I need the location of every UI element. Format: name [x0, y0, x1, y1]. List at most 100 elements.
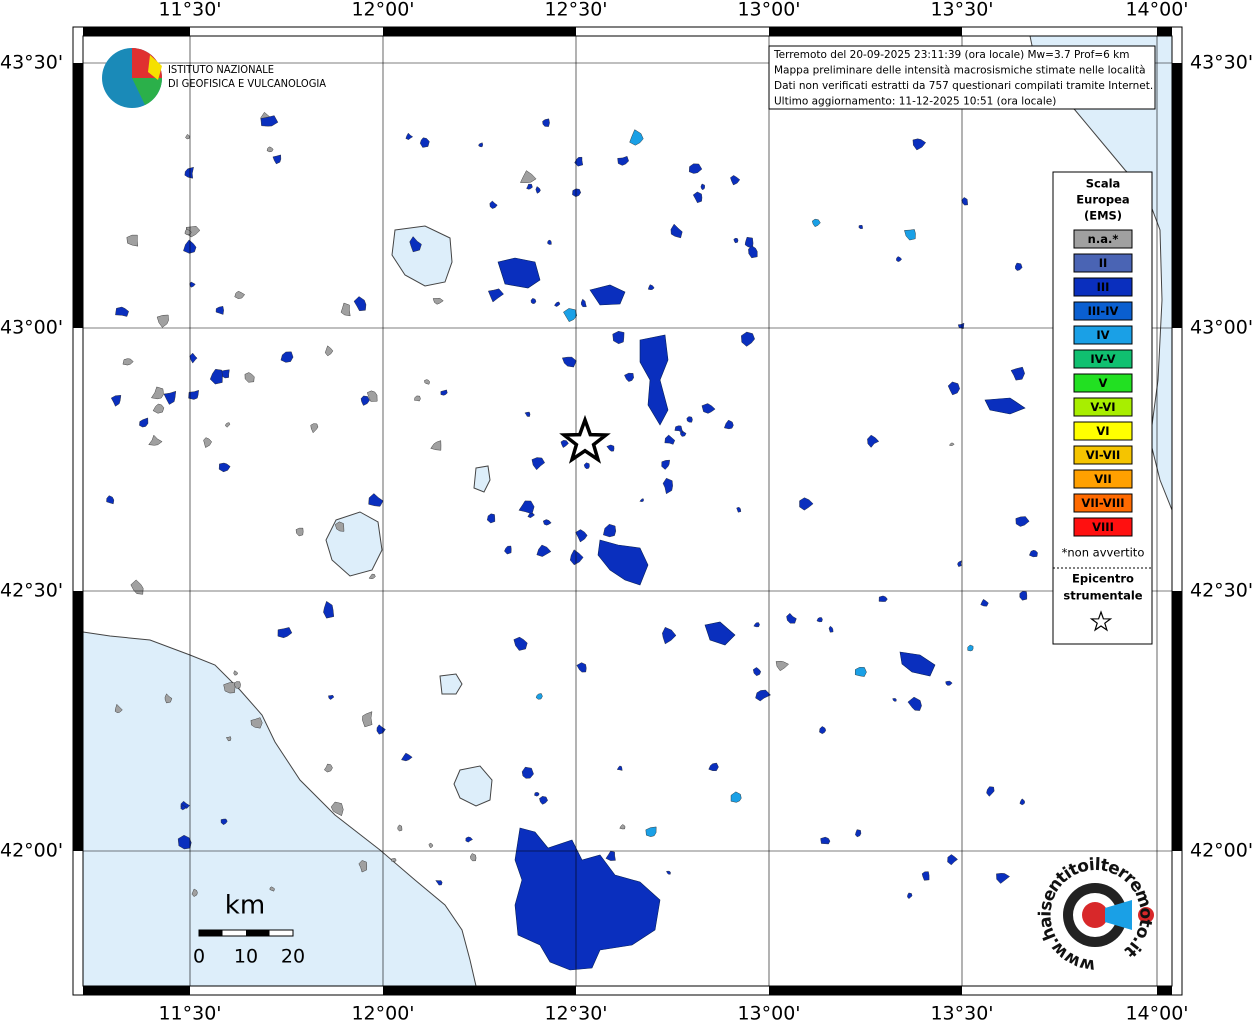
legend-title: (EMS) [1084, 209, 1122, 223]
legend-note: *non avvertito [1062, 546, 1145, 560]
legend-swatch [1073, 373, 1133, 393]
municipality [362, 711, 373, 728]
legend-title: Scala [1086, 177, 1121, 191]
municipality [513, 636, 528, 651]
municipality [360, 395, 370, 406]
info-line: Dati non verificati estratti da 757 ques… [774, 80, 1153, 92]
municipality [185, 134, 191, 140]
municipality [409, 236, 422, 253]
municipality [664, 434, 676, 445]
municipality [581, 298, 587, 307]
municipality [225, 422, 231, 428]
municipality [617, 156, 629, 166]
legend-label: VI-VII [1086, 448, 1121, 462]
municipality [260, 115, 279, 127]
municipality [755, 689, 771, 702]
municipality [542, 118, 550, 127]
legend-epicenter: strumentale [1063, 589, 1142, 603]
legend-epicenter: Epicentro [1072, 572, 1134, 586]
municipality [819, 726, 827, 735]
municipality [855, 829, 862, 838]
municipality [526, 183, 533, 190]
legend-label: IV-V [1090, 352, 1115, 366]
municipality [233, 670, 239, 676]
municipality [662, 627, 677, 645]
municipality [892, 698, 897, 702]
lat-label: 43°00' [0, 317, 63, 339]
city-area [597, 539, 649, 586]
municipality [330, 801, 344, 816]
scale-label: 20 [281, 946, 305, 968]
municipality [967, 644, 974, 652]
municipality [419, 137, 430, 148]
info-line: Ultimo aggiornamento: 11-12-2025 10:51 (… [774, 96, 1056, 108]
municipality [686, 416, 693, 423]
municipality [572, 188, 582, 198]
frame-band [73, 591, 83, 851]
municipality [736, 507, 742, 513]
municipality [489, 200, 498, 209]
municipality [701, 403, 716, 414]
lat-label: 43°00' [1190, 317, 1253, 339]
municipality [616, 765, 623, 771]
municipality [775, 660, 789, 672]
municipality [220, 818, 228, 825]
municipality [405, 132, 414, 140]
municipality [536, 544, 552, 557]
municipality [534, 792, 540, 797]
municipality [661, 459, 670, 470]
lon-label: 12°00' [351, 1003, 414, 1024]
municipality [203, 437, 212, 448]
municipality [563, 308, 578, 322]
logo-text: ISTITUTO NAZIONALE [168, 63, 274, 76]
site-logo [1082, 902, 1108, 928]
municipality [724, 419, 734, 430]
municipality [947, 381, 960, 396]
info-line: Mappa preliminare delle intensità macros… [774, 65, 1146, 77]
legend-swatch [1073, 301, 1133, 321]
municipality [324, 763, 333, 773]
lon-label: 11°30' [158, 1003, 221, 1024]
legend-swatch [1073, 349, 1133, 369]
municipality [435, 880, 443, 886]
city-area [514, 827, 661, 971]
municipality [692, 191, 703, 204]
municipality [575, 529, 588, 543]
municipality [878, 595, 888, 602]
municipality [225, 736, 232, 742]
municipality [180, 804, 187, 811]
legend-label: V [1099, 376, 1108, 390]
municipality [904, 229, 916, 241]
municipality [912, 138, 926, 151]
municipality [752, 667, 762, 677]
municipality [753, 622, 760, 628]
municipality [234, 681, 241, 689]
municipality [896, 256, 902, 262]
municipality [957, 322, 965, 329]
legend-label: IV [1096, 328, 1109, 342]
frame-band [1157, 986, 1172, 995]
municipality [854, 667, 867, 677]
city-area [589, 284, 626, 306]
municipality [867, 434, 880, 448]
municipality [1019, 798, 1026, 806]
legend-title: Europea [1076, 193, 1129, 207]
municipality [115, 306, 129, 317]
municipality [700, 183, 705, 190]
scale-unit: km [225, 891, 265, 921]
municipality [730, 791, 742, 803]
city-area [497, 257, 541, 289]
lake [391, 225, 453, 287]
municipality [562, 356, 577, 368]
municipality [1029, 549, 1038, 558]
municipality [177, 834, 192, 850]
municipality [280, 351, 294, 363]
municipality [209, 368, 223, 385]
municipality [368, 493, 384, 507]
municipality [310, 423, 319, 434]
municipality [414, 395, 421, 402]
municipality [583, 462, 590, 470]
frame-band [83, 986, 190, 995]
municipality [554, 301, 561, 307]
